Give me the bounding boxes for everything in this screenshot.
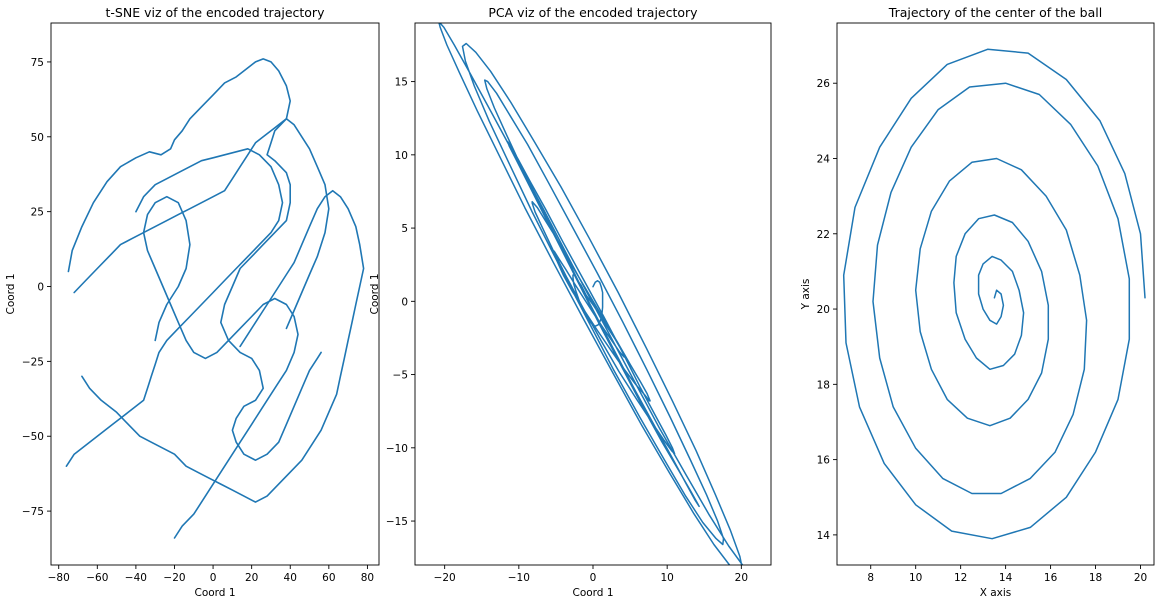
x-tick-label: 10	[909, 572, 922, 584]
x-tick-label: −20	[434, 572, 456, 584]
x-tick-label: −20	[163, 572, 185, 584]
x-axis-label: Coord 1	[573, 587, 614, 599]
y-tick-label: −50	[22, 431, 44, 443]
axes-frame	[50, 22, 380, 566]
y-tick-label: 75	[31, 57, 44, 69]
x-tick-label: 20	[735, 572, 748, 584]
x-tick-label: −80	[48, 572, 70, 584]
y-tick-label: 25	[31, 207, 44, 219]
y-tick-label: −75	[22, 506, 44, 518]
x-tick-label: 8	[867, 572, 874, 584]
y-axis-label: Coord 1	[5, 274, 17, 315]
chart-1: −80 −60 −40 −20 0 20 40 60 80 −75 −50 −25 0 25 50 75 t-S…	[5, 5, 380, 599]
trajectory-line	[67, 58, 322, 461]
x-tick-label: 16	[1044, 572, 1058, 584]
y-tick-label: −5	[393, 370, 408, 382]
x-tick-label: 20	[1134, 572, 1147, 584]
y-tick-label: 16	[817, 455, 831, 467]
y-tick-label: −10	[386, 443, 408, 455]
series-group	[438, 23, 744, 565]
y-tick-label: 14	[817, 530, 831, 542]
y-tick-label: 5	[401, 223, 408, 235]
x-tick-label: 14	[999, 572, 1013, 584]
trajectory-line	[65, 148, 284, 467]
chart-3: 8 10 12 14 16 18 20 14 16 18 20 22 24 26 Trajectory of…	[800, 5, 1155, 599]
x-tick-label: 10	[660, 572, 673, 584]
chart-title: PCA viz of the encoded trajectory	[488, 5, 698, 20]
trajectory-line	[438, 23, 744, 565]
series-group	[65, 58, 365, 539]
y-tick-label: 15	[395, 77, 408, 89]
axes-frame	[414, 22, 772, 566]
trajectory-line	[842, 48, 1146, 540]
y-tick-label: 10	[395, 150, 408, 162]
x-tick-label: −60	[86, 572, 108, 584]
axes-frame	[836, 22, 1155, 566]
y-tick-label: 50	[31, 132, 44, 144]
trajectory-line	[81, 189, 365, 503]
x-tick-label: −10	[508, 572, 530, 584]
y-axis-label: Coord 1	[369, 274, 381, 315]
x-tick-label: 60	[322, 572, 335, 584]
y-tick-label: −15	[386, 516, 408, 528]
x-axis-label: X axis	[980, 587, 1012, 599]
chart-title: Trajectory of the center of the ball	[888, 5, 1102, 20]
x-tick-label: 40	[284, 572, 297, 584]
y-tick-label: −25	[22, 356, 44, 368]
x-tick-label: 18	[1089, 572, 1102, 584]
x-tick-label: 80	[361, 572, 374, 584]
x-tick-label: 20	[245, 572, 258, 584]
chart-2: −20 −10 0 10 20 −15 −10 −5 0 5 10 15 PCA viz of the …	[369, 5, 772, 599]
trajectory-line	[73, 118, 330, 330]
x-tick-label: 12	[954, 572, 967, 584]
y-tick-label: 20	[817, 304, 830, 316]
y-tick-label: 0	[37, 282, 44, 294]
x-tick-label: −40	[125, 572, 147, 584]
y-tick-label: 22	[817, 229, 830, 241]
series-group	[842, 48, 1146, 540]
y-axis-label: Y axis	[800, 279, 812, 311]
chart-title: t-SNE viz of the encoded trajectory	[106, 5, 326, 20]
x-tick-label: 0	[210, 572, 217, 584]
y-tick-label: 24	[817, 154, 831, 166]
y-tick-label: 0	[401, 296, 408, 308]
y-tick-label: 26	[817, 78, 831, 90]
trajectory-line	[142, 195, 299, 539]
x-tick-label: 0	[590, 572, 597, 584]
x-axis-label: Coord 1	[195, 587, 236, 599]
y-tick-label: 18	[817, 379, 830, 391]
